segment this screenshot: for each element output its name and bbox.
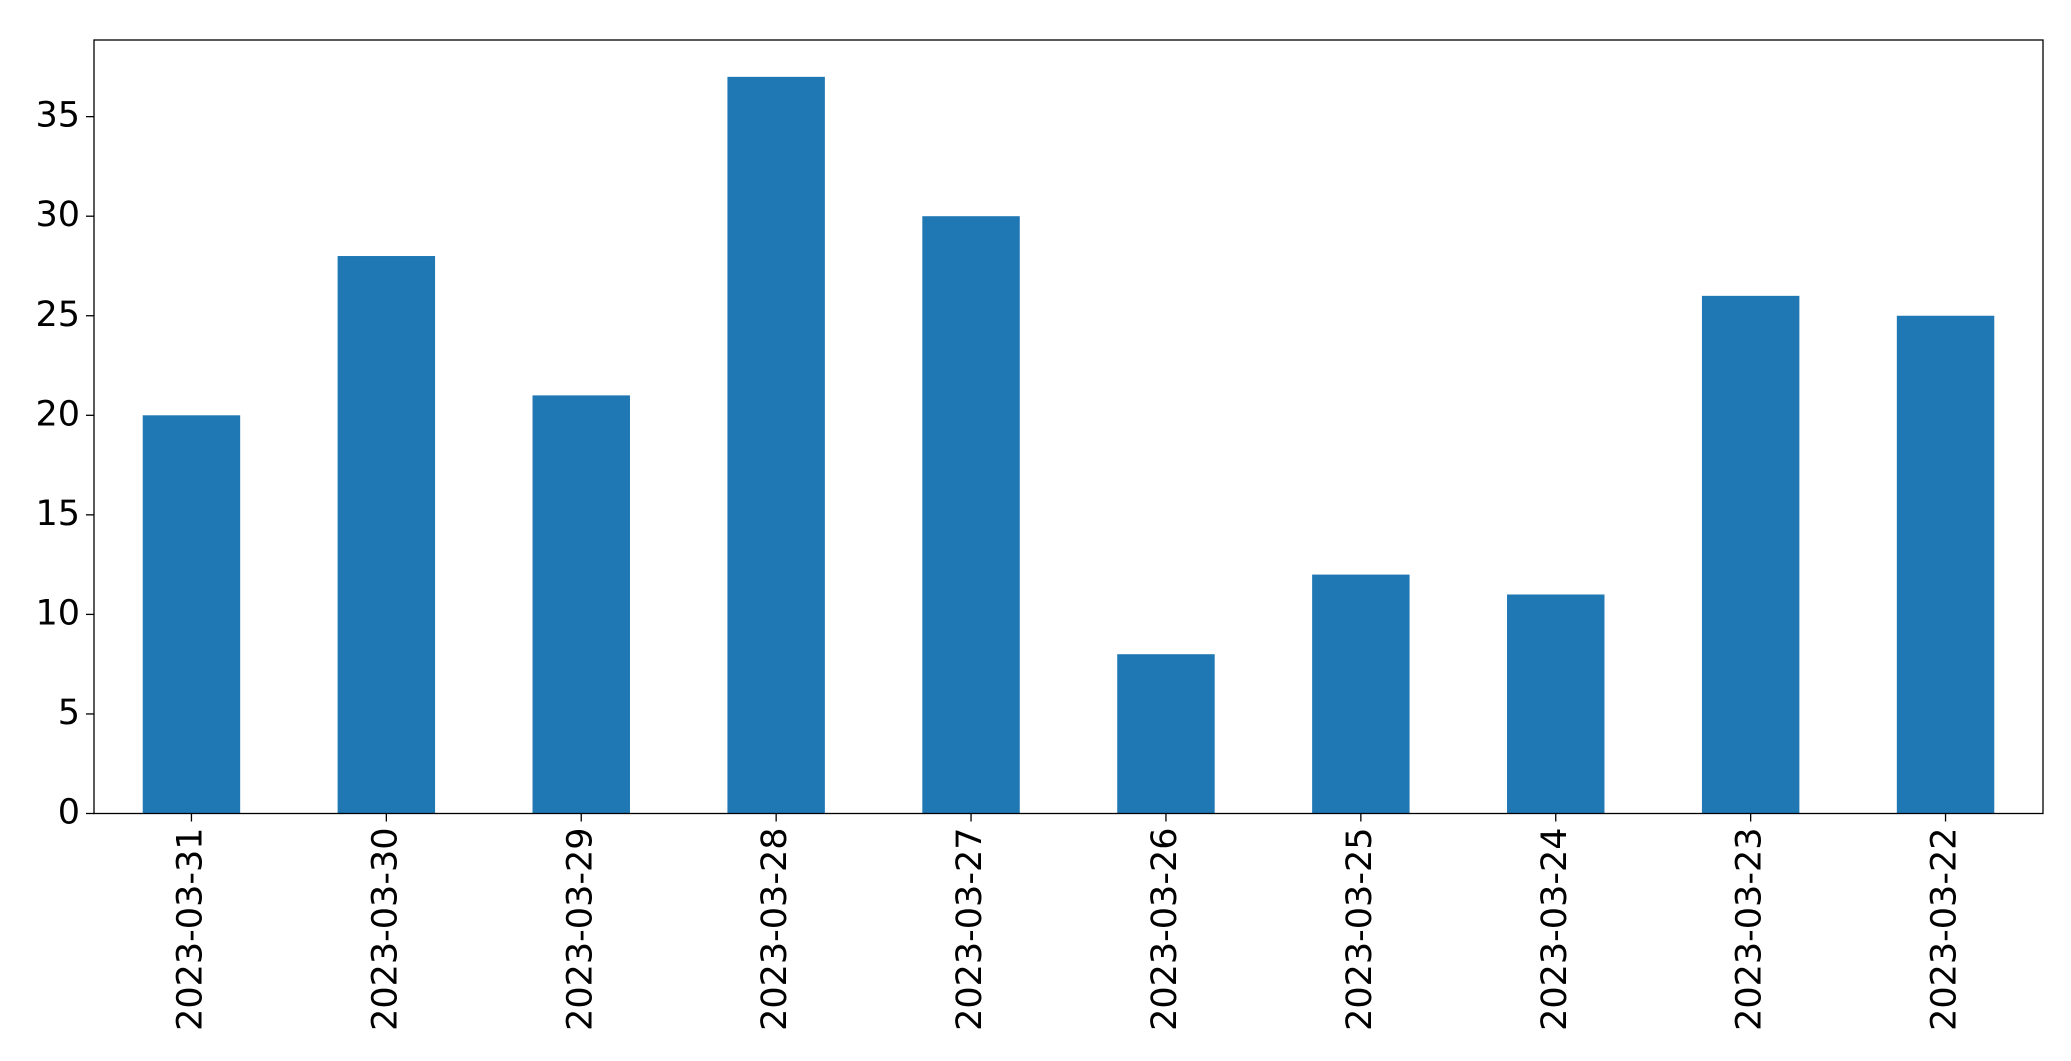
x-tick-label: 2023-03-30 xyxy=(365,828,405,1031)
bar xyxy=(142,415,241,814)
y-tick-label: 25 xyxy=(35,295,80,335)
y-tick-label: 15 xyxy=(35,494,80,534)
bar xyxy=(337,256,436,814)
x-tick-label: 2023-03-22 xyxy=(1925,828,1965,1031)
bar xyxy=(1117,654,1215,814)
plot-frame xyxy=(93,39,2044,815)
x-tick-label: 2023-03-28 xyxy=(755,828,795,1031)
x-tick-label: 2023-03-27 xyxy=(950,828,990,1031)
y-tick-label: 0 xyxy=(58,793,80,833)
x-tick-label: 2023-03-29 xyxy=(560,828,600,1031)
bar xyxy=(1312,574,1410,814)
x-tick-label: 2023-03-26 xyxy=(1145,828,1185,1031)
x-tick-label: 2023-03-31 xyxy=(170,828,210,1031)
bar xyxy=(727,76,825,814)
y-tick-label: 10 xyxy=(35,593,80,633)
bar xyxy=(532,395,630,814)
y-tick-label: 30 xyxy=(35,195,80,235)
y-tick-label: 20 xyxy=(35,394,80,434)
bar xyxy=(1896,315,1995,814)
bar xyxy=(1701,295,1800,814)
y-tick-label: 5 xyxy=(58,693,80,733)
bar xyxy=(1507,594,1605,814)
y-tick-label: 35 xyxy=(35,96,80,136)
x-tick-label: 2023-03-23 xyxy=(1730,828,1770,1031)
bar xyxy=(922,216,1020,814)
x-tick-label: 2023-03-25 xyxy=(1340,828,1380,1031)
x-tick-label: 2023-03-24 xyxy=(1535,828,1575,1031)
